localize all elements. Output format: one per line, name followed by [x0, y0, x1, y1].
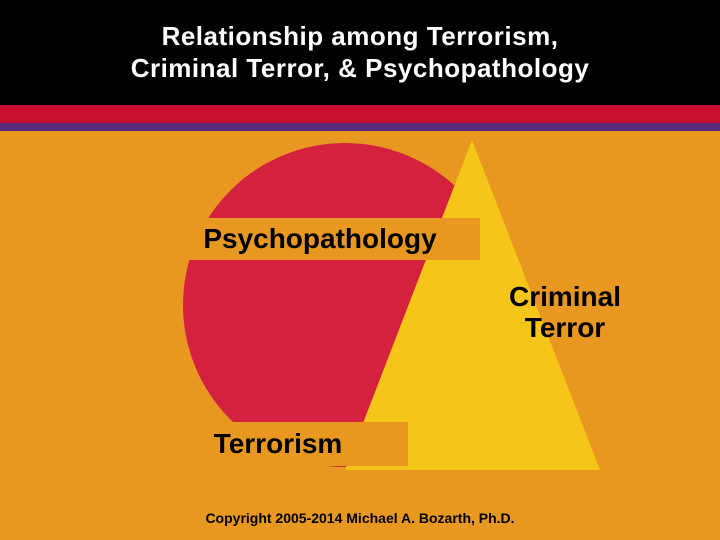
- slide: Relationship among Terrorism, Criminal T…: [0, 0, 720, 540]
- copyright-text: Copyright 2005-2014 Michael A. Bozarth, …: [205, 510, 514, 526]
- label-box-psychopathology: Psychopathology: [160, 218, 480, 260]
- copyright-footer: Copyright 2005-2014 Michael A. Bozarth, …: [0, 510, 720, 526]
- label-criminal-line-1: Criminal: [509, 281, 621, 312]
- label-box-terrorism: Terrorism: [148, 422, 408, 466]
- label-box-criminal-terror: Criminal Terror: [470, 282, 660, 348]
- label-psychopathology: Psychopathology: [203, 223, 436, 255]
- label-criminal-line-2: Terror: [525, 312, 605, 343]
- label-criminal-terror: Criminal Terror: [470, 282, 660, 344]
- label-terrorism: Terrorism: [214, 428, 343, 460]
